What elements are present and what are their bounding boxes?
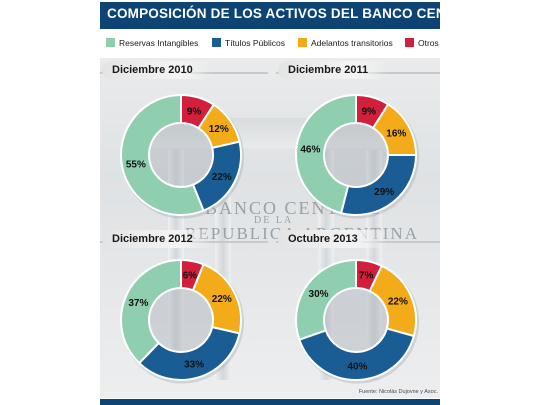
- data-label-otros: 9%: [362, 106, 377, 117]
- panel-title-dic-2012: Diciembre 2012: [102, 230, 212, 248]
- slice-titulos: [137, 325, 241, 381]
- data-label-reservas: 30%: [309, 289, 329, 300]
- title-bar: [100, 2, 440, 29]
- legend-swatch: [106, 38, 115, 47]
- slice-reservas: [295, 258, 357, 341]
- legend-swatch: [212, 38, 221, 47]
- data-label-titulos: 22%: [212, 172, 232, 183]
- data-label-titulos: 33%: [184, 360, 204, 371]
- chart-title: COMPOSICIÓN DE LOS ACTIVOS DEL BANCO CEN…: [107, 6, 483, 21]
- data-label-adelantos: 22%: [212, 294, 232, 305]
- legend-label: Adelantos transitorios: [311, 38, 393, 48]
- data-label-adelantos: 22%: [388, 296, 408, 307]
- legend-swatch: [405, 38, 414, 47]
- data-label-adelantos: 12%: [209, 124, 229, 135]
- data-label-otros: 6%: [183, 270, 198, 281]
- data-label-reservas: 46%: [300, 145, 320, 156]
- legend-label: Otros: [418, 38, 439, 48]
- donut-chart-3: 7% 22% 40% 30%: [295, 258, 419, 384]
- panel-title-oct-2013: Octubre 2013: [278, 230, 388, 248]
- panel-title-dic-2010: Diciembre 2010: [102, 61, 212, 79]
- legend-item-adelantos: Adelantos transitorios: [298, 38, 393, 52]
- slice-reservas: [120, 258, 182, 365]
- data-label-reservas: 37%: [128, 298, 148, 309]
- legend-item-otros: Otros: [405, 38, 439, 52]
- data-label-adelantos: 16%: [386, 128, 406, 139]
- donut-chart-0: 9% 12% 22% 55%: [120, 93, 244, 219]
- legend-label: Títulos Públicos: [225, 38, 285, 48]
- source-note: Fuente: Nicolás Dujovne y Asoc.: [358, 389, 438, 395]
- legend-item-titulos: Títulos Públicos: [212, 38, 285, 52]
- bottom-bar: [100, 399, 440, 405]
- legend-swatch: [298, 38, 307, 47]
- legend-item-reservas: Reservas Intangibles: [106, 38, 198, 52]
- data-label-titulos: 40%: [347, 361, 367, 372]
- data-label-otros: 9%: [187, 106, 202, 117]
- donut-chart-2: 6% 22% 33% 37%: [120, 258, 244, 384]
- data-label-titulos: 29%: [374, 187, 394, 198]
- data-label-otros: 7%: [359, 271, 374, 282]
- panel-title-dic-2011: Diciembre 2011: [278, 61, 388, 79]
- slice-reservas: [295, 93, 357, 215]
- facade-inscription-line2: DE LA: [254, 215, 294, 226]
- slice-reservas: [120, 93, 205, 216]
- donut-chart-1: 9% 16% 29% 46%: [295, 93, 419, 219]
- data-label-reservas: 55%: [126, 159, 146, 170]
- legend-label: Reservas Intangibles: [119, 38, 199, 48]
- slice-titulos: [298, 327, 416, 381]
